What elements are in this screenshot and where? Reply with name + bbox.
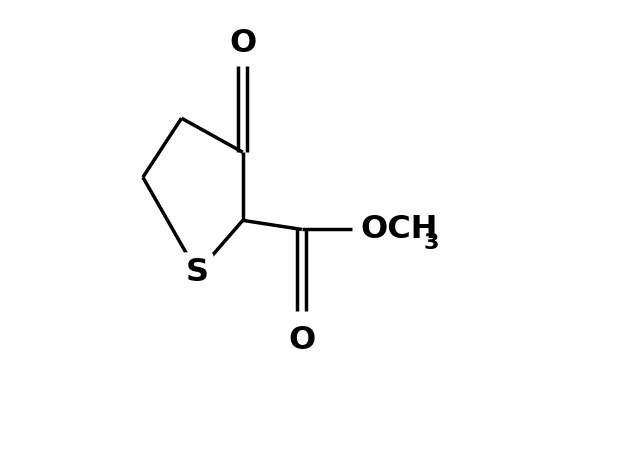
Text: 3: 3 bbox=[424, 233, 439, 253]
Text: O: O bbox=[229, 28, 257, 59]
Text: OCH: OCH bbox=[361, 214, 438, 245]
Text: S: S bbox=[186, 257, 209, 288]
Text: O: O bbox=[288, 325, 316, 356]
